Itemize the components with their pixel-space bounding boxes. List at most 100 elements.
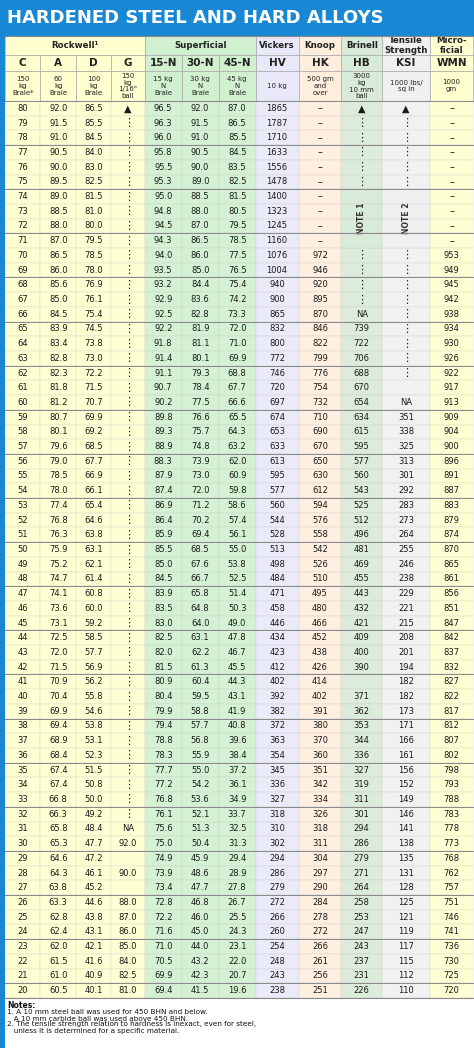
Bar bbox=[40, 983, 76, 998]
Text: 480: 480 bbox=[312, 604, 328, 613]
Text: 88.9: 88.9 bbox=[154, 442, 173, 451]
Bar bbox=[430, 586, 473, 601]
Bar bbox=[5, 468, 40, 483]
Text: 953: 953 bbox=[444, 250, 459, 260]
Bar bbox=[111, 145, 145, 159]
Bar bbox=[111, 895, 145, 910]
Bar bbox=[382, 424, 430, 439]
Text: 69.4: 69.4 bbox=[154, 986, 173, 996]
Text: 292: 292 bbox=[398, 486, 414, 496]
Bar bbox=[430, 512, 473, 527]
Text: 68.9: 68.9 bbox=[49, 736, 67, 745]
Bar bbox=[299, 924, 341, 939]
Text: 544: 544 bbox=[269, 516, 285, 525]
Text: 128: 128 bbox=[398, 883, 414, 892]
Text: 72.0: 72.0 bbox=[191, 486, 210, 496]
Text: 79.5: 79.5 bbox=[84, 236, 103, 245]
Text: 1. A 10 mm steel ball was used for 450 BHN and below.
   A 10 mm carbide ball wa: 1. A 10 mm steel ball was used for 450 B… bbox=[7, 1009, 208, 1022]
Text: 773: 773 bbox=[444, 839, 460, 848]
Text: 92.2: 92.2 bbox=[154, 325, 173, 333]
Bar bbox=[76, 336, 111, 351]
Bar bbox=[255, 278, 299, 292]
Bar bbox=[299, 307, 341, 322]
Bar bbox=[111, 219, 145, 234]
Bar bbox=[182, 983, 219, 998]
Bar bbox=[219, 880, 255, 895]
Text: 63.1: 63.1 bbox=[84, 545, 103, 554]
Bar bbox=[145, 704, 182, 719]
Text: 301: 301 bbox=[354, 810, 370, 818]
Bar bbox=[5, 690, 40, 704]
Bar bbox=[382, 71, 430, 101]
Bar bbox=[430, 380, 473, 395]
Text: 194: 194 bbox=[398, 662, 414, 672]
Bar bbox=[5, 880, 40, 895]
Text: 887: 887 bbox=[444, 486, 460, 496]
Text: 23.1: 23.1 bbox=[228, 942, 246, 951]
Bar bbox=[219, 322, 255, 336]
Bar bbox=[111, 983, 145, 998]
Bar bbox=[219, 704, 255, 719]
Text: ⋮: ⋮ bbox=[123, 560, 134, 569]
Text: 71.2: 71.2 bbox=[191, 501, 210, 510]
Bar bbox=[76, 351, 111, 366]
Bar bbox=[219, 159, 255, 175]
Bar bbox=[382, 512, 430, 527]
Text: 65.8: 65.8 bbox=[191, 589, 210, 598]
Bar bbox=[5, 424, 40, 439]
Bar bbox=[430, 248, 473, 263]
Bar bbox=[219, 278, 255, 292]
Bar bbox=[382, 763, 430, 778]
Bar bbox=[255, 763, 299, 778]
Text: 78.0: 78.0 bbox=[84, 265, 103, 275]
Text: 95.8: 95.8 bbox=[154, 148, 173, 157]
Text: 63.2: 63.2 bbox=[228, 442, 246, 451]
Bar bbox=[341, 145, 382, 159]
Text: 67.4: 67.4 bbox=[49, 766, 67, 774]
Text: 51: 51 bbox=[18, 530, 28, 540]
Text: 150
kg
Brale*: 150 kg Brale* bbox=[12, 77, 34, 96]
Bar bbox=[182, 130, 219, 145]
Text: 940: 940 bbox=[269, 280, 285, 289]
Text: 70: 70 bbox=[18, 250, 28, 260]
Text: 55.8: 55.8 bbox=[84, 692, 103, 701]
Text: ⋮: ⋮ bbox=[123, 809, 134, 820]
Text: 24: 24 bbox=[18, 927, 28, 936]
Bar bbox=[76, 615, 111, 631]
Bar bbox=[5, 115, 40, 130]
Text: 370: 370 bbox=[312, 736, 328, 745]
Bar bbox=[299, 660, 341, 675]
Text: 670: 670 bbox=[312, 442, 328, 451]
Text: 72: 72 bbox=[18, 221, 28, 231]
Text: 325: 325 bbox=[398, 442, 414, 451]
Bar bbox=[255, 631, 299, 646]
Text: ▲: ▲ bbox=[124, 104, 132, 113]
Text: C: C bbox=[19, 58, 27, 68]
Text: KSI: KSI bbox=[396, 58, 416, 68]
Bar bbox=[430, 866, 473, 880]
Bar bbox=[40, 924, 76, 939]
Text: 85.5: 85.5 bbox=[228, 133, 246, 143]
Bar bbox=[40, 190, 76, 204]
Text: ⋮: ⋮ bbox=[123, 765, 134, 776]
Bar bbox=[382, 248, 430, 263]
Text: 920: 920 bbox=[312, 280, 328, 289]
Text: 76: 76 bbox=[18, 162, 28, 172]
Bar bbox=[430, 175, 473, 190]
Text: 229: 229 bbox=[398, 589, 414, 598]
Text: 64.3: 64.3 bbox=[49, 869, 67, 877]
Text: ⋮: ⋮ bbox=[356, 250, 367, 260]
Text: 513: 513 bbox=[269, 545, 285, 554]
Text: 61: 61 bbox=[18, 384, 28, 392]
Bar bbox=[430, 366, 473, 380]
Text: 50: 50 bbox=[18, 545, 28, 554]
Text: 294: 294 bbox=[354, 825, 370, 833]
Text: ⋮: ⋮ bbox=[123, 441, 134, 452]
Text: 83.4: 83.4 bbox=[49, 340, 67, 348]
Bar bbox=[219, 734, 255, 748]
Text: ⋮: ⋮ bbox=[123, 206, 134, 216]
Text: 83.0: 83.0 bbox=[154, 618, 173, 628]
Bar bbox=[182, 910, 219, 924]
Text: 2. The tensile strength relation to hardness is inexact, even for steel,
   unle: 2. The tensile strength relation to hard… bbox=[7, 1021, 256, 1034]
Text: 577: 577 bbox=[354, 457, 370, 465]
